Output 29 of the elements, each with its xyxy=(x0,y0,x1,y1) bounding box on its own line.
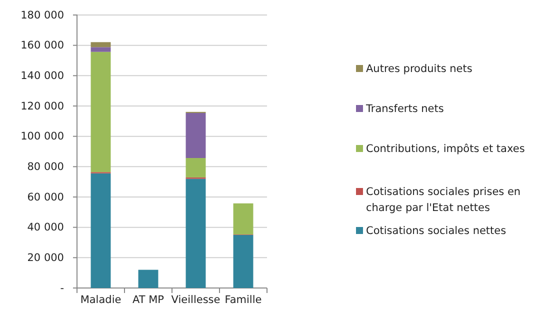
y-tick-label: 120 000 xyxy=(20,100,64,112)
y-tick-label: 180 000 xyxy=(20,9,64,22)
bar xyxy=(90,173,111,288)
y-tick-label: 100 000 xyxy=(20,130,64,143)
legend-label: Transferts nets xyxy=(365,103,444,115)
y-tick-label: - xyxy=(60,282,64,294)
x-tick-label: Maladie xyxy=(80,294,122,306)
y-tick-label: 140 000 xyxy=(20,70,64,82)
legend-label: Cotisations sociales prises en charge par l'Etat nettes xyxy=(366,186,521,214)
bar xyxy=(186,158,206,178)
bar xyxy=(90,42,111,48)
y-tick-label: 160 000 xyxy=(20,40,64,52)
y-tick-label: 40 000 xyxy=(27,222,64,234)
bar xyxy=(186,112,206,158)
x-tick-label: Famille xyxy=(224,294,262,306)
y-tick-label: 20 000 xyxy=(27,252,64,264)
bar xyxy=(233,203,254,234)
y-tick-label: 80 000 xyxy=(27,161,64,174)
y-tick-label: 60 000 xyxy=(27,191,64,204)
bar xyxy=(233,234,254,288)
bar xyxy=(90,52,111,172)
bar xyxy=(186,178,206,288)
bar xyxy=(90,47,111,52)
bar xyxy=(138,270,158,288)
legend-label: Contributions, impôts et taxes xyxy=(366,143,525,155)
legend-label: Cotisations sociales nettes xyxy=(366,225,506,237)
legend-label: Autres produits nets xyxy=(366,63,472,75)
x-tick-label: Vieillesse xyxy=(171,294,220,306)
x-tick-label: AT MP xyxy=(132,294,164,306)
